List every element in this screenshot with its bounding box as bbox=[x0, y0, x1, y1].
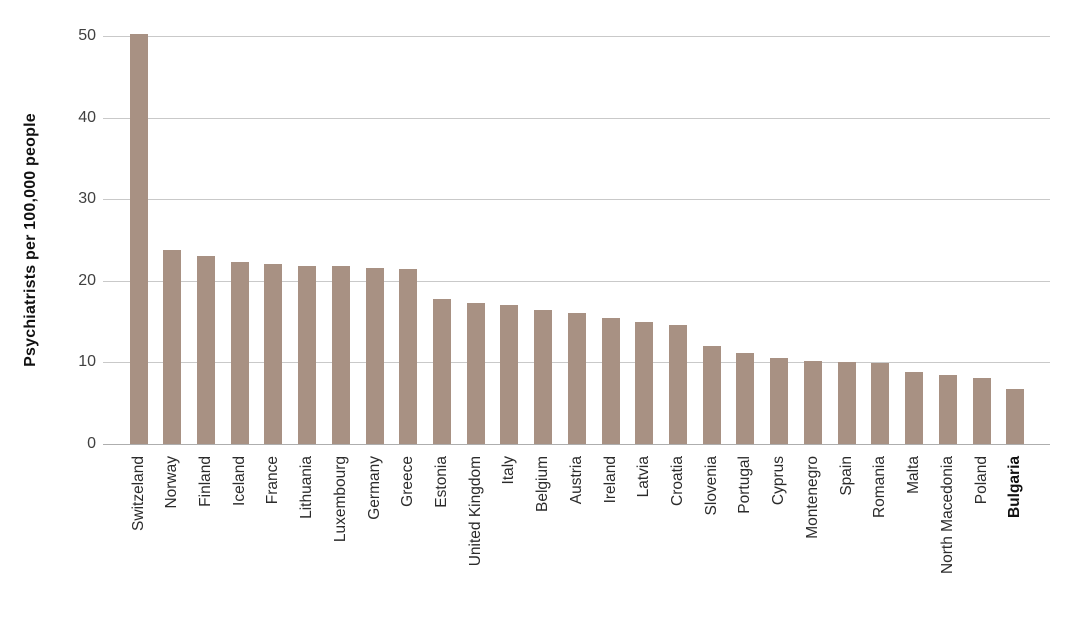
x-axis-label: North Macedonia bbox=[938, 456, 956, 575]
gridline bbox=[103, 36, 1050, 37]
x-axis-label: Montenegro bbox=[803, 456, 821, 539]
bar bbox=[196, 256, 215, 444]
x-axis-label: Romania bbox=[871, 456, 889, 519]
bar bbox=[601, 317, 620, 444]
bar bbox=[129, 33, 148, 444]
x-axis-label: Switzeland bbox=[129, 456, 147, 531]
x-axis-label: Greece bbox=[399, 456, 417, 507]
bar bbox=[163, 249, 182, 444]
bar bbox=[770, 358, 789, 444]
bar bbox=[702, 346, 721, 444]
y-axis-title-text: Psychiatrists per 100,000 people bbox=[22, 113, 39, 367]
bar bbox=[365, 267, 384, 444]
gridline bbox=[103, 280, 1050, 282]
x-axis-label: Latvia bbox=[635, 456, 653, 498]
bar bbox=[298, 266, 317, 444]
x-axis-label: Austria bbox=[567, 456, 585, 505]
x-axis-label: France bbox=[264, 456, 282, 505]
bar bbox=[803, 360, 822, 444]
x-axis-label: Luxembourg bbox=[331, 456, 349, 543]
bar bbox=[871, 363, 890, 444]
bar bbox=[466, 302, 485, 444]
x-axis-label: Germany bbox=[365, 456, 383, 520]
y-tick-label: 50 bbox=[78, 27, 96, 44]
x-axis-label: Estonia bbox=[432, 456, 450, 508]
x-axis-label: Italy bbox=[500, 456, 518, 485]
bar bbox=[905, 372, 924, 444]
bar bbox=[736, 352, 755, 444]
bar bbox=[432, 298, 451, 444]
x-axis-label: Lithuania bbox=[298, 456, 316, 519]
x-axis-label: Slovenia bbox=[702, 456, 720, 516]
x-axis-label: Malta bbox=[905, 456, 923, 494]
x-axis-label: United Kingdom bbox=[466, 456, 484, 567]
x-axis-label: Croatia bbox=[669, 456, 687, 506]
x-axis-label: Ireland bbox=[601, 456, 619, 504]
bar bbox=[938, 374, 957, 444]
y-tick-label: 10 bbox=[78, 353, 96, 371]
bar bbox=[331, 266, 350, 444]
y-tick-label: 30 bbox=[78, 190, 96, 208]
x-axis-label: Spain bbox=[837, 456, 855, 496]
bar bbox=[500, 305, 519, 444]
x-axis-label: Finland bbox=[196, 456, 214, 507]
x-axis-line bbox=[103, 444, 1050, 445]
bar bbox=[635, 321, 654, 444]
bar bbox=[399, 269, 418, 444]
y-tick-label: 20 bbox=[78, 271, 96, 289]
bar bbox=[567, 312, 586, 444]
x-axis-label: Norway bbox=[163, 456, 181, 509]
bar bbox=[1006, 388, 1025, 444]
bar bbox=[534, 310, 553, 444]
x-axis-label: Portugal bbox=[736, 456, 754, 514]
x-axis-label: Cyprus bbox=[770, 456, 788, 506]
bar bbox=[230, 262, 249, 444]
bar bbox=[264, 263, 283, 444]
bar bbox=[972, 377, 991, 444]
x-axis-label: Poland bbox=[972, 456, 990, 505]
gridline bbox=[103, 117, 1050, 119]
x-axis-label: Iceland bbox=[230, 456, 248, 506]
gridline bbox=[103, 199, 1050, 201]
y-tick-label: 40 bbox=[78, 108, 96, 126]
bar bbox=[669, 324, 688, 444]
x-axis-label: Belgium bbox=[534, 456, 552, 512]
y-tick-label: 0 bbox=[87, 435, 96, 452]
bar bbox=[837, 362, 856, 444]
x-axis-label: Bulgaria bbox=[1006, 456, 1024, 519]
